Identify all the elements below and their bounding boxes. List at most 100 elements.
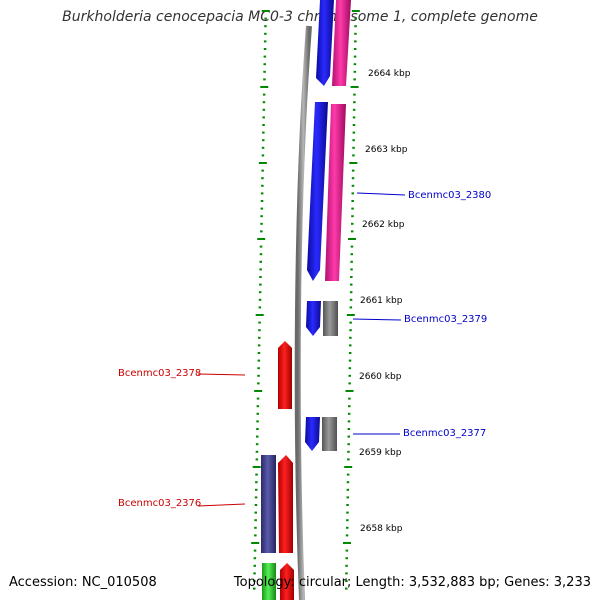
scale-tick	[353, 101, 356, 104]
scale-tick	[259, 268, 262, 271]
scale-tick	[348, 359, 352, 362]
scale-tick	[259, 253, 263, 256]
scale-tick	[352, 146, 355, 149]
scale-tick	[254, 526, 257, 529]
scale-tick	[260, 192, 264, 195]
scale-tick	[258, 321, 261, 324]
gene-label-left[interactable]: Bcenmc03_2378	[118, 368, 201, 379]
scale-tick	[347, 458, 350, 461]
gene-block-green[interactable]	[262, 563, 276, 600]
scale-tick	[348, 238, 356, 240]
scale-tick	[346, 526, 349, 529]
scale-tick	[351, 215, 354, 218]
gene-arrow-reverse[interactable]	[278, 341, 292, 409]
scale-tick	[349, 329, 352, 332]
scale-tick	[351, 169, 355, 172]
scale-tick	[262, 131, 265, 134]
scale-tick	[260, 215, 263, 218]
scale-tick	[258, 162, 267, 164]
scale-tick	[255, 314, 264, 316]
scale-label-2659: 2659 kbp	[359, 448, 402, 458]
scale-tick	[348, 405, 351, 408]
scale-tick	[263, 78, 266, 81]
right-track-ticks	[343, 10, 360, 590]
scale-tick	[256, 405, 260, 408]
scale-tick	[258, 336, 261, 339]
scale-tick	[254, 504, 258, 506]
accession-label: Accession: NC_010508	[9, 575, 157, 590]
scale-tick	[261, 184, 264, 187]
scale-label-2664: 2664 kbp	[368, 69, 411, 79]
scale-tick	[354, 17, 357, 20]
scale-label-2662: 2662 kbp	[362, 220, 405, 230]
gene-label-left[interactable]: Bcenmc03_2376	[118, 498, 201, 509]
scale-tick	[354, 32, 357, 35]
gene-arrow-forward[interactable]	[307, 102, 328, 281]
scale-tick	[262, 116, 265, 119]
scale-tick	[348, 367, 352, 370]
callout-line	[197, 373, 246, 376]
scale-tick	[345, 534, 349, 537]
scale-tick	[254, 511, 257, 514]
scale-tick	[262, 139, 265, 142]
gene-arrow-forward[interactable]	[306, 301, 321, 336]
scale-tick	[352, 108, 356, 111]
scale-label-2658: 2658 kbp	[360, 524, 403, 534]
scale-tick	[354, 25, 357, 28]
scale-tick	[346, 511, 349, 514]
scale-tick	[261, 146, 265, 149]
scale-tick	[346, 481, 350, 484]
scale-tick	[346, 314, 355, 316]
cds-block-gray[interactable]	[322, 417, 337, 451]
scale-label-2660: 2660 kbp	[359, 372, 402, 382]
scale-tick	[255, 450, 259, 453]
gene-label-right[interactable]: Bcenmc03_2377	[403, 428, 486, 439]
gene-arrow-reverse[interactable]	[280, 563, 294, 600]
scale-tick	[256, 435, 259, 438]
scale-tick	[258, 329, 261, 332]
scale-tick	[349, 306, 353, 309]
scale-label-2663: 2663 kbp	[365, 145, 408, 155]
scale-tick	[353, 70, 357, 73]
cds-block-gray[interactable]	[323, 301, 338, 336]
scale-tick	[253, 572, 256, 575]
scale-tick	[256, 428, 259, 430]
scale-tick	[350, 253, 353, 256]
gene-arrow-forward[interactable]	[305, 417, 320, 451]
scale-tick	[257, 367, 260, 370]
cds-block-reverse[interactable]	[261, 455, 276, 553]
scale-tick	[253, 580, 256, 582]
scale-tick	[345, 549, 349, 552]
scale-tick	[263, 70, 266, 73]
scale-tick	[262, 101, 266, 104]
gene-arrow-reverse[interactable]	[278, 455, 293, 553]
callout-line	[197, 503, 246, 507]
callout-line	[356, 192, 406, 196]
scale-tick	[261, 154, 265, 157]
scale-tick	[345, 390, 354, 392]
scale-tick	[263, 55, 267, 58]
scale-tick	[263, 40, 267, 43]
gene-arrow-forward[interactable]	[316, 0, 334, 86]
scale-tick	[253, 564, 256, 567]
scale-tick	[346, 473, 350, 476]
scale-tick	[346, 519, 349, 522]
scale-tick	[351, 177, 355, 180]
cds-block-forward[interactable]	[332, 0, 351, 86]
scale-tick	[252, 466, 261, 468]
gene-label-right[interactable]: Bcenmc03_2380	[408, 190, 491, 201]
scale-tick	[256, 397, 260, 400]
scale-tick	[347, 450, 350, 453]
scale-tick	[257, 344, 261, 347]
scale-label-2661: 2661 kbp	[360, 296, 403, 306]
scale-tick	[263, 48, 267, 50]
scale-tick	[351, 10, 360, 12]
scale-tick	[254, 496, 258, 499]
scale-tick	[253, 587, 256, 590]
scale-tick	[351, 184, 355, 187]
cds-block-forward[interactable]	[325, 104, 346, 281]
scale-tick	[260, 86, 269, 88]
scale-tick	[253, 557, 257, 560]
gene-label-right[interactable]: Bcenmc03_2379	[404, 314, 487, 325]
